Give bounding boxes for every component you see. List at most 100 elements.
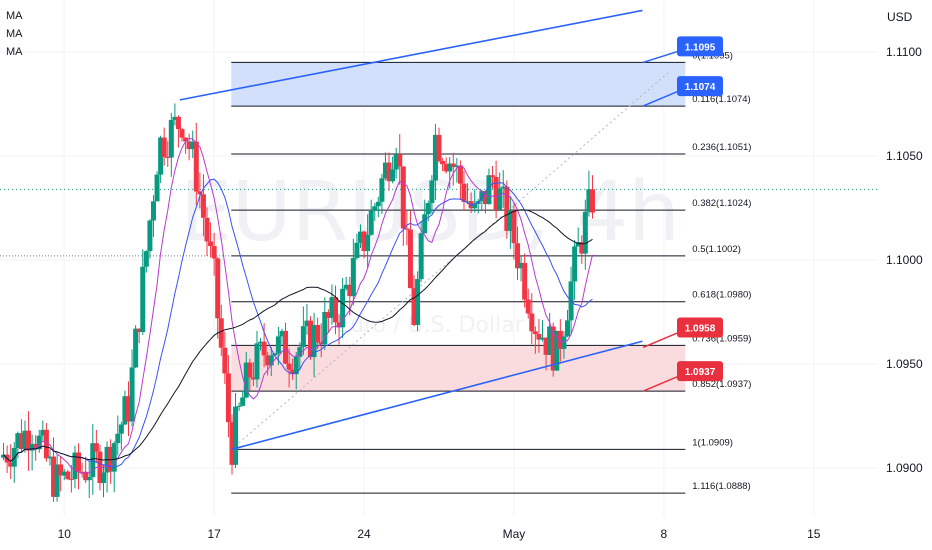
- candle-body-108: [386, 162, 392, 182]
- candle-body-162: [579, 242, 585, 254]
- candle-body-117: [418, 233, 424, 280]
- candle-body-4: [15, 433, 21, 448]
- candle-body-20: [72, 452, 78, 480]
- candle-body-119: [425, 203, 431, 215]
- candle-body-116: [415, 279, 421, 325]
- candle-body-134: [479, 191, 485, 202]
- candle-body-52: [186, 141, 192, 150]
- candle-body-92: [329, 297, 335, 318]
- price-tick-4: 1.0900: [886, 461, 923, 475]
- candle-body-57: [204, 217, 210, 242]
- candle-body-65: [233, 406, 239, 465]
- watermark-name: Euro / U.S. Dollar: [336, 313, 524, 338]
- indicator-ma-3[interactable]: MA: [6, 46, 23, 58]
- candle-body-90: [322, 311, 328, 345]
- candle-body-32: [115, 433, 121, 444]
- candle-body-155: [554, 330, 560, 371]
- callout-label-0: 1.1095: [685, 42, 716, 53]
- candle-body-73: [261, 341, 267, 356]
- candle-body-150: [536, 334, 542, 340]
- ma-line-medium: [3, 178, 593, 468]
- candle-body-66: [236, 405, 242, 407]
- candle-body-74: [265, 355, 271, 366]
- candle-body-63: [225, 373, 231, 423]
- candle-body-111: [397, 154, 403, 167]
- currency-label: USD: [887, 10, 913, 24]
- candle-body-87: [311, 324, 317, 358]
- candle-body-50: [179, 129, 185, 138]
- callout-box-3: [677, 361, 723, 382]
- candle-body-56: [200, 194, 206, 218]
- candle-body-126: [450, 163, 456, 168]
- candle-body-102: [365, 234, 371, 252]
- candle-body-112: [400, 166, 406, 229]
- candle-body-8: [29, 443, 35, 451]
- trendline-1: [231, 340, 643, 451]
- indicator-ma-1[interactable]: MA: [6, 10, 23, 22]
- candle-body-40: [143, 251, 149, 267]
- candle-body-6: [22, 430, 28, 450]
- callout-box-1: [677, 76, 723, 97]
- candle-body-85: [304, 320, 310, 327]
- time-tick-4: 8: [661, 527, 668, 541]
- candle-body-79: [283, 330, 289, 364]
- callout-label-3: 1.0937: [685, 367, 716, 378]
- candle-body-121: [432, 134, 438, 181]
- candle-body-147: [525, 299, 531, 314]
- candle-body-39: [140, 266, 146, 332]
- candle-body-28: [101, 472, 107, 483]
- candle-body-95: [340, 288, 346, 328]
- candle-body-104: [372, 206, 378, 211]
- callout-pointer-3: [642, 374, 682, 392]
- candle-body-82: [293, 356, 299, 375]
- candle-body-103: [368, 210, 374, 235]
- candle-body-70: [250, 377, 256, 380]
- candle-body-146: [522, 262, 528, 300]
- price-tick-2: 1.1000: [886, 253, 923, 267]
- candle-body-96: [343, 284, 349, 289]
- indicator-ma-2[interactable]: MA: [6, 28, 23, 40]
- candle-body-149: [532, 331, 538, 335]
- candle-body-164: [586, 189, 592, 212]
- candle-body-115: [411, 288, 417, 325]
- fib-levels-layer: 0(1.1095)0.116(1.1074)0.236(1.1051)0.382…: [0, 50, 751, 494]
- price-axis[interactable]: USD 1.1100 1.1050 1.1000 1.0950 1.0900: [886, 10, 923, 475]
- candle-body-44: [158, 137, 164, 175]
- candle-body-69: [247, 362, 253, 378]
- candle-body-49: [175, 116, 181, 130]
- time-tick-2: 24: [357, 527, 371, 541]
- candles-layer: [1, 103, 595, 502]
- candle-body-5: [18, 433, 24, 450]
- ma-line-fast: [3, 137, 593, 475]
- candle-body-2: [8, 462, 14, 467]
- fib-level-label-7: 0.852(1.0937): [692, 379, 751, 390]
- candle-body-71: [254, 343, 260, 380]
- candle-body-17: [61, 471, 67, 476]
- fib-level-label-1: 0.116(1.1074): [692, 94, 750, 105]
- candle-body-145: [518, 262, 524, 269]
- callout-box-2: [677, 317, 723, 338]
- candle-body-80: [286, 363, 292, 370]
- candle-body-19: [68, 479, 74, 481]
- candle-body-47: [168, 119, 174, 158]
- candle-body-60: [215, 258, 221, 319]
- candle-body-0: [1, 454, 7, 458]
- candle-body-101: [361, 231, 367, 252]
- candle-body-124: [443, 164, 449, 172]
- candle-body-33: [118, 424, 124, 434]
- candle-body-130: [465, 201, 471, 203]
- candle-body-62: [222, 347, 228, 374]
- callout-label-2: 1.0958: [685, 323, 716, 334]
- candle-body-165: [589, 189, 595, 213]
- candle-body-36: [129, 367, 135, 422]
- candle-body-43: [154, 174, 160, 202]
- candle-body-161: [575, 242, 581, 247]
- candle-body-140: [500, 186, 506, 189]
- candle-body-105: [375, 201, 381, 207]
- candle-body-94: [336, 322, 342, 328]
- time-axis[interactable]: 10 17 24 May 8 15: [58, 527, 821, 541]
- candle-body-163: [582, 211, 588, 254]
- candle-body-14: [51, 456, 57, 497]
- candle-body-46: [165, 156, 171, 158]
